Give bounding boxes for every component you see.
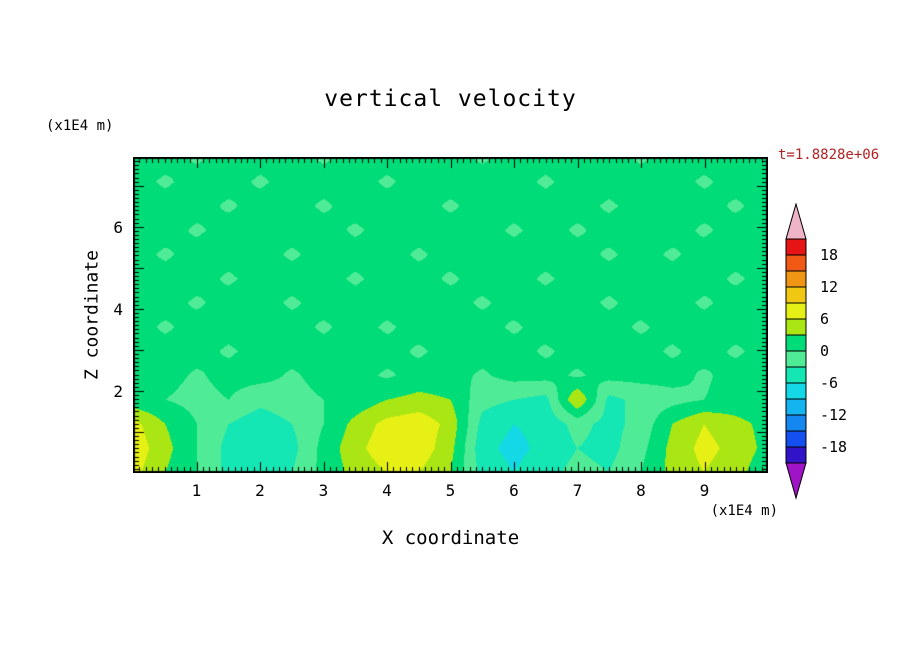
- x-tick-label: 2: [255, 481, 265, 500]
- colorbar-label: -6: [820, 374, 838, 392]
- colorbar-segment: [785, 382, 807, 400]
- colorbar-segment: [785, 286, 807, 304]
- x-tick-label: 4: [382, 481, 392, 500]
- x-tick-label: 1: [191, 481, 202, 500]
- colorbar-segment: [785, 414, 807, 432]
- x-axis-label: X coordinate: [381, 527, 520, 549]
- colorbar-segment: [785, 366, 807, 384]
- y-tick-label: 2: [113, 381, 123, 401]
- colorbar-under-arrow: [785, 462, 807, 500]
- colorbar-segment: [785, 270, 807, 288]
- colorbar-label: 6: [820, 310, 829, 328]
- colorbar-segment: [785, 334, 807, 352]
- colorbar-label: -18: [820, 438, 847, 456]
- x-tick-label: 3: [318, 481, 329, 500]
- x-tick-label: 5: [445, 481, 456, 500]
- x-tick-label: 9: [699, 481, 710, 500]
- time-annotation: t=1.8828e+06: [778, 147, 880, 163]
- colorbar-segment: [785, 350, 807, 368]
- colorbar-label: 18: [820, 246, 838, 264]
- colorbar-segment: [785, 398, 807, 416]
- colorbar-segment: [785, 254, 807, 272]
- y-tick-label: 6: [113, 217, 123, 237]
- x-tick-label: 8: [636, 481, 646, 500]
- colorbar-segment: [785, 430, 807, 448]
- vertical-velocity-field-canvas: [133, 157, 768, 473]
- x-tick-label: 6: [509, 481, 519, 500]
- colorbar-segment: [785, 302, 807, 320]
- contour-plot-area: [133, 157, 768, 473]
- y-tick-label: 4: [113, 299, 123, 319]
- plot-title: vertical velocity: [324, 86, 577, 112]
- colorbar-label: 12: [820, 278, 838, 296]
- colorbar-segment: [785, 238, 807, 256]
- colorbar-label: 0: [820, 342, 829, 360]
- x-tick-label: 7: [572, 481, 583, 500]
- x-axis-unit-label: (x1E4 m): [710, 503, 778, 519]
- colorbar-label: -12: [820, 406, 847, 424]
- y-axis-unit-label: (x1E4 m): [46, 118, 114, 134]
- colorbar-over-arrow: [785, 203, 807, 240]
- colorbar: 18 12 6 0 -6 -12 -18: [785, 203, 847, 500]
- colorbar-segment: [785, 318, 807, 336]
- colorbar-segment: [785, 446, 807, 464]
